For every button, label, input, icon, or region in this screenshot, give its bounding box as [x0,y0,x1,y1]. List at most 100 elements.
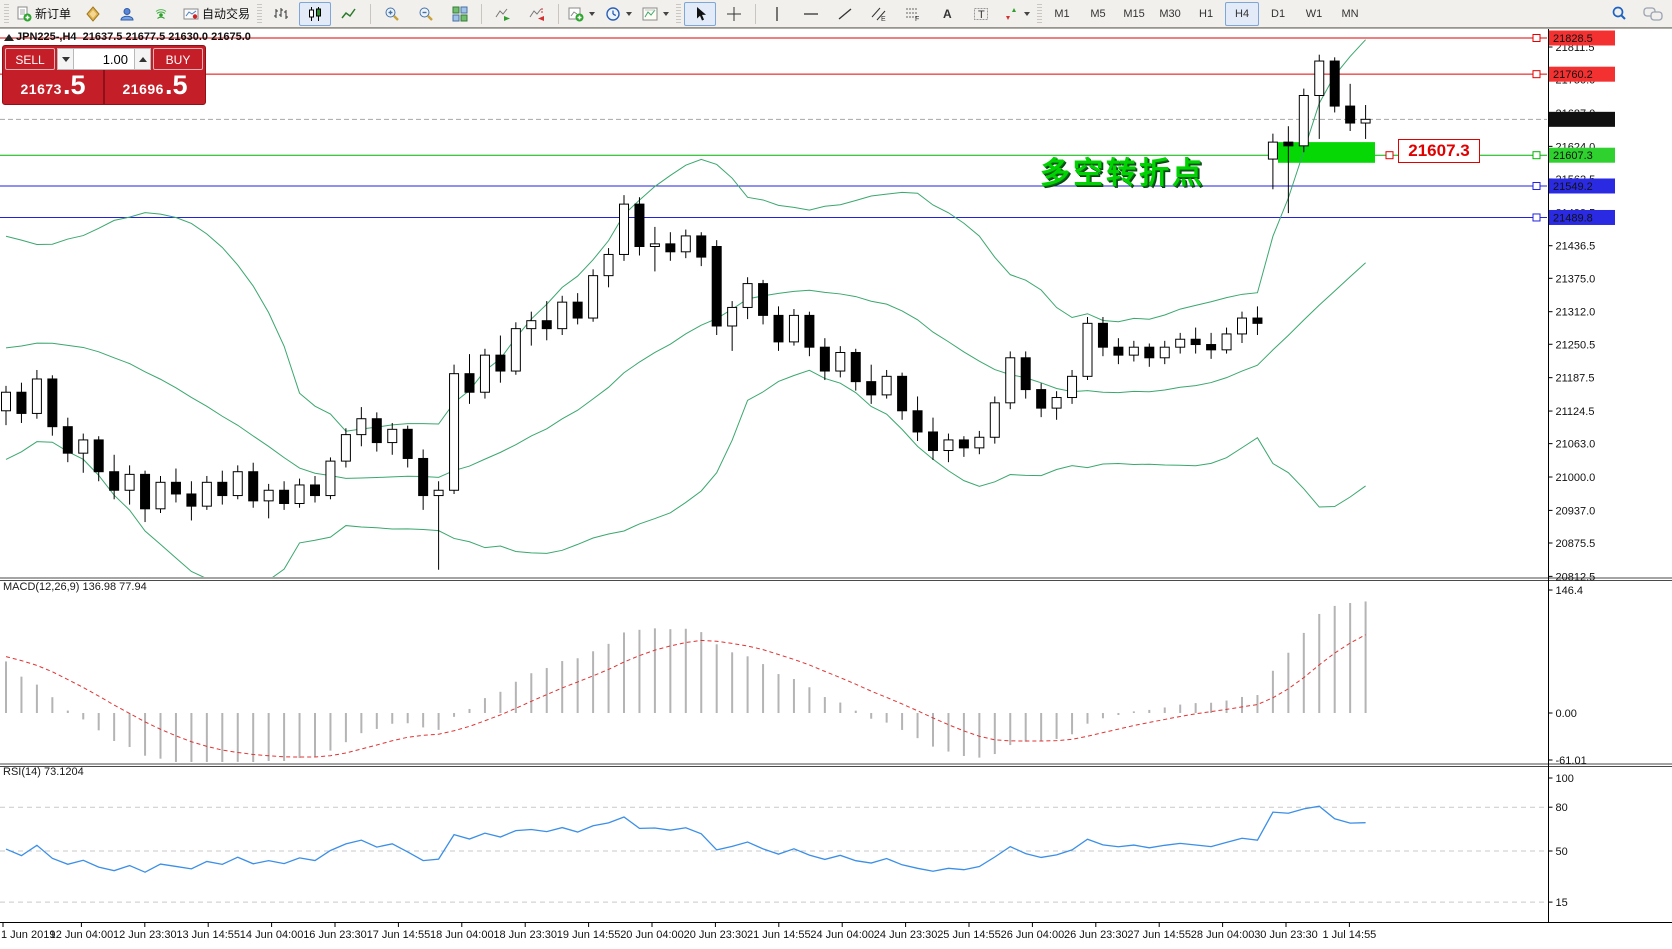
signals-button[interactable] [145,2,177,26]
rsi-indicator-layer: 100 80 50 15 [0,773,1574,909]
timeframe-m5-button[interactable]: M5 [1090,7,1106,20]
arrows-dropdown[interactable] [999,2,1034,26]
timeframe-group: M1 M5 M15 M30 H1 H4 D1 W1 MN [1044,1,1368,26]
svg-text:-61.01: -61.01 [1556,755,1587,767]
fibonacci-icon: F [906,8,919,22]
chart-shift-button[interactable] [521,2,553,26]
price-axis: 21811.521750.021687.021624.021562.521499… [1548,30,1615,583]
pivot-price-label[interactable]: 21607.3 [1398,139,1480,163]
crosshair-icon [727,6,742,21]
price-divider [103,70,105,105]
periods-dropdown[interactable] [601,2,636,26]
auto-scroll-button[interactable] [487,2,519,26]
svg-text:21436.5: 21436.5 [1556,241,1596,253]
sell-price[interactable]: 21673.5 [3,70,103,105]
svg-text:50: 50 [1556,846,1568,858]
vertical-line-tool[interactable] [761,2,793,26]
volume-input[interactable] [74,48,134,70]
sell-price-int: 21673 [20,81,62,97]
line-chart-button[interactable] [333,2,365,26]
svg-text:20937.0: 20937.0 [1556,505,1596,517]
chart-annotation-text[interactable]: 多空转折点 [1040,157,1205,190]
community-button[interactable] [111,2,143,26]
svg-text:E: E [881,16,886,22]
svg-text:0.00: 0.00 [1556,708,1577,720]
templates-dropdown[interactable] [638,2,673,26]
svg-text:21 Jun 14:55: 21 Jun 14:55 [747,929,811,941]
svg-text:21675.0: 21675.0 [1553,114,1593,126]
sell-price-pip: .5 [62,70,86,100]
buy-button[interactable]: BUY [153,48,203,70]
cursor-tool-button[interactable] [684,1,717,26]
volume-spinner [57,48,151,70]
svg-text:1 Jun 2019: 1 Jun 2019 [1,929,55,941]
buy-price[interactable]: 21696.5 [105,70,205,105]
dropdown-caret [589,11,596,16]
indicators-dropdown[interactable] [564,2,599,26]
autotrading-button[interactable]: 自动交易 [179,2,254,26]
chat-icon [1643,6,1663,21]
svg-text:20 Jun 04:00: 20 Jun 04:00 [620,929,684,941]
svg-text:21312.0: 21312.0 [1556,307,1596,319]
text-tool[interactable]: A [931,2,963,26]
trendline-icon [838,8,852,19]
timeframe-m1-button[interactable]: M1 [1054,7,1070,20]
svg-text:21063.0: 21063.0 [1556,439,1596,451]
svg-text:21375.0: 21375.0 [1556,273,1596,285]
gold-badge-icon [86,5,100,22]
zoom-in-button[interactable] [376,2,408,26]
toolbar-grip [4,3,9,24]
svg-text:13 Jun 14:55: 13 Jun 14:55 [176,929,240,941]
text-icon: A [943,7,952,21]
timeframe-h4-button[interactable]: H4 [1225,1,1260,26]
zoom-out-button[interactable] [410,2,442,26]
main-chart-layer [0,33,1547,577]
text-label-tool[interactable]: T [965,2,997,26]
community-icon [120,7,134,20]
autotrading-icon [183,8,199,19]
svg-text:A: A [943,7,952,21]
sell-button[interactable]: SELL [5,48,55,70]
fibonacci-tool[interactable]: F [897,2,929,26]
svg-text:16 Jun 23:30: 16 Jun 23:30 [303,929,367,941]
chat-button[interactable] [1637,2,1669,26]
timeframe-m30-button[interactable]: M30 [1159,7,1181,20]
bar-chart-button[interactable] [265,2,297,26]
trendline-tool[interactable] [829,2,861,26]
volume-increase-button[interactable] [134,48,151,70]
timeframe-m15-button[interactable]: M15 [1123,7,1145,20]
add-indicator-icon [568,7,584,21]
timeframe-mn-button[interactable]: MN [1341,7,1359,20]
timeframe-h1-button[interactable]: H1 [1199,7,1214,20]
volume-decrease-button[interactable] [57,48,74,70]
svg-text:14 Jun 04:00: 14 Jun 04:00 [240,929,304,941]
clock-icon [606,6,620,21]
svg-text:28 Jun 04:00: 28 Jun 04:00 [1191,929,1255,941]
macd-label: MACD(12,26,9) 136.98 77.94 [3,581,147,593]
candlestick-chart-button[interactable] [299,1,332,26]
svg-text:21549.2: 21549.2 [1553,181,1593,193]
tile-windows-button[interactable] [444,2,476,26]
svg-text:26 Jun 04:00: 26 Jun 04:00 [1001,929,1065,941]
new-order-button[interactable]: 新订单 [12,2,75,26]
bar-chart-icon [274,7,289,19]
channel-tool[interactable]: E [863,2,895,26]
svg-text:15: 15 [1556,897,1568,909]
svg-text:20 Jun 23:30: 20 Jun 23:30 [684,929,748,941]
svg-text:F: F [915,16,919,22]
svg-text:25 Jun 14:55: 25 Jun 14:55 [937,929,1001,941]
crosshair-tool-button[interactable] [718,2,750,26]
svg-text:20812.5: 20812.5 [1556,571,1596,583]
horizontal-line-tool[interactable] [795,2,827,26]
timeframe-d1-button[interactable]: D1 [1271,7,1286,20]
arrows-icon [1006,7,1017,20]
svg-text:21000.0: 21000.0 [1556,472,1596,484]
timeframe-w1-button[interactable]: W1 [1305,7,1323,20]
buy-price-int: 21696 [122,81,164,97]
toolbar-grip [676,3,682,24]
toolbar-grip [1037,3,1043,24]
search-button[interactable] [1603,2,1635,26]
market-watch-button[interactable] [77,2,109,26]
